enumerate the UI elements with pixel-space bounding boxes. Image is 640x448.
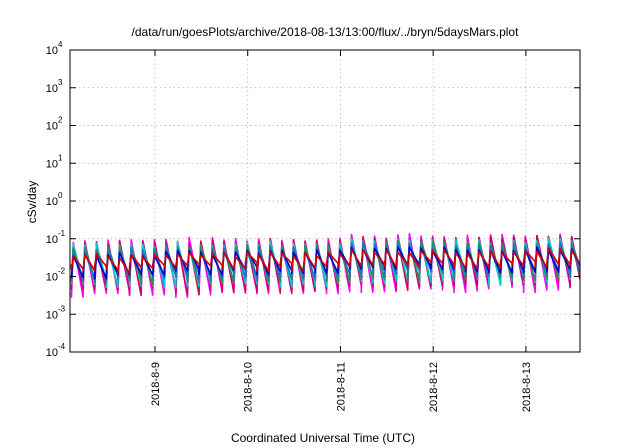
x-axis-label: Coordinated Universal Time (UTC): [231, 431, 415, 445]
grid: [70, 49, 580, 353]
y-tick-exponent: 3: [58, 78, 63, 87]
y-tick-exponent: -3: [58, 304, 66, 313]
x-tick-label: 2018-8-12: [428, 362, 440, 412]
x-tick-label: 2018-8-11: [335, 362, 347, 411]
y-tick-exponent: 2: [58, 116, 63, 125]
series-line-7: [70, 247, 581, 275]
y-tick-label: 10: [46, 45, 58, 57]
y-tick-exponent: 0: [58, 191, 63, 200]
y-tick-label: 10: [46, 309, 58, 321]
x-tick-label: 2018-8-9: [150, 362, 162, 406]
y-tick-exponent: -1: [58, 229, 66, 238]
y-tick-label: 10: [46, 234, 58, 246]
y-axis-label: cSv/day: [25, 181, 39, 224]
y-tick-exponent: -4: [58, 342, 66, 351]
y-tick-exponent: -2: [58, 267, 66, 276]
x-tick-label: 2018-8-10: [243, 362, 255, 412]
y-tick-label: 10: [46, 272, 58, 284]
y-tick-label: 10: [46, 121, 58, 133]
x-axis-ticks: 2018-8-9 2018-8-10 2018-8-11 2018-8-12 2018-…: [150, 50, 533, 412]
y-tick-label: 10: [46, 196, 58, 208]
series-line-6: [70, 246, 581, 280]
y-tick-label: 10: [46, 83, 58, 95]
y-tick-label: 10: [46, 347, 58, 359]
y-tick-label: 10: [46, 158, 58, 170]
chart-title: /data/run/goesPlots/archive/2018-08-13/1…: [132, 25, 520, 39]
x-tick-label: 2018-8-13: [521, 362, 533, 412]
series-layer: [70, 232, 581, 299]
y-tick-exponent: 4: [58, 40, 63, 49]
y-tick-exponent: 1: [58, 153, 63, 162]
